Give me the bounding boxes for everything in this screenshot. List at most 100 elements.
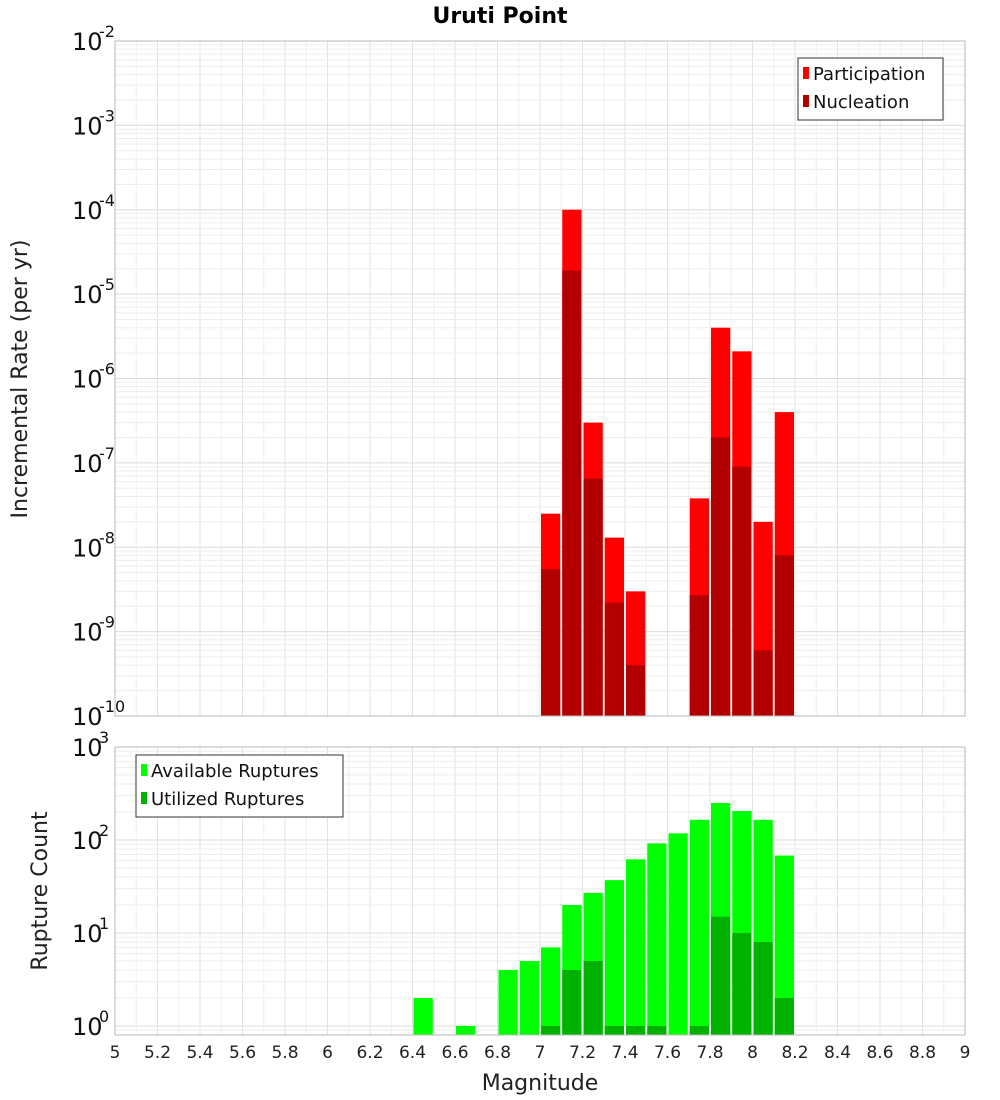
rate-y-tick-label: 10 xyxy=(72,450,103,478)
x-tick-label: 6.4 xyxy=(399,1043,426,1063)
x-tick-label: 9 xyxy=(960,1043,971,1063)
x-tick-label: 6.6 xyxy=(441,1043,468,1063)
x-tick-label: 5.6 xyxy=(229,1043,256,1063)
rate-bar xyxy=(541,569,561,716)
count-legend: Available Ruptures Utilized Ruptures xyxy=(135,754,344,818)
count-y-tick-label: 10 xyxy=(72,920,103,948)
count-bar xyxy=(732,932,752,1035)
x-tick-label: 8 xyxy=(747,1043,758,1063)
x-tick-label: 5 xyxy=(110,1043,121,1063)
bottom-y-axis-title: Rupture Count xyxy=(28,811,53,971)
x-tick-label: 8.4 xyxy=(824,1043,851,1063)
x-tick-label: 7 xyxy=(535,1043,546,1063)
count-legend-label: Available Ruptures xyxy=(151,761,319,782)
count-bar xyxy=(753,942,773,1035)
x-tick-label: 6.2 xyxy=(356,1043,383,1063)
top-y-axis-title: Incremental Rate (per yr) xyxy=(8,240,33,519)
count-bar xyxy=(626,859,646,1035)
rate-y-tick-label: 10 xyxy=(72,703,103,731)
rate-grid xyxy=(114,40,966,717)
rate-y-tick-label: 10 xyxy=(72,534,103,562)
rate-legend-label: Participation xyxy=(813,64,925,85)
x-tick-label: 7.6 xyxy=(654,1043,681,1063)
count-bar xyxy=(604,880,624,1035)
rate-bar xyxy=(774,555,794,716)
count-y-tick-exponent: 3 xyxy=(99,728,109,747)
x-tick-label: 8.8 xyxy=(909,1043,936,1063)
rate-y-tick-label: 10 xyxy=(72,619,103,647)
count-bar xyxy=(774,997,794,1035)
rate-bar xyxy=(753,650,773,716)
x-tick-label: 7.4 xyxy=(611,1043,638,1063)
count-y-tick-exponent: 2 xyxy=(99,821,109,840)
count-bar xyxy=(626,1025,646,1035)
x-tick-label: 7.2 xyxy=(569,1043,596,1063)
count-bar xyxy=(774,855,794,1035)
rate-y-tick-exponent: -10 xyxy=(99,697,125,716)
count-bar xyxy=(668,833,688,1035)
count-bar xyxy=(519,960,539,1035)
count-bar xyxy=(689,1025,709,1035)
rate-bar xyxy=(732,466,752,716)
count-y-tick-label: 10 xyxy=(72,734,103,762)
count-plot-border xyxy=(114,746,966,1036)
rate-y-tick-exponent: -3 xyxy=(99,106,115,125)
rate-y-tick-label: 10 xyxy=(72,366,103,394)
rate-legend-swatch xyxy=(803,67,809,79)
chart-title: Uruti Point xyxy=(432,4,568,29)
count-legend-box xyxy=(135,754,344,818)
rate-bar xyxy=(604,602,624,716)
count-bar xyxy=(604,1025,624,1035)
count-y-tick-label: 10 xyxy=(72,1013,103,1041)
rate-y-tick-exponent: -9 xyxy=(99,613,115,632)
rate-bar xyxy=(711,437,731,716)
count-bar xyxy=(583,960,603,1035)
rate-y-tick-exponent: -4 xyxy=(99,191,115,210)
x-axis-title: Magnitude xyxy=(482,1071,599,1096)
x-tick-label: 7.8 xyxy=(696,1043,723,1063)
rate-y-tick-exponent: -7 xyxy=(99,444,115,463)
count-bar xyxy=(456,1025,476,1035)
count-bar xyxy=(498,969,518,1035)
count-legend-label: Utilized Ruptures xyxy=(151,789,304,810)
count-y-tick-label: 10 xyxy=(72,827,103,855)
rate-y-tick-exponent: -5 xyxy=(99,275,115,294)
rate-y-tick-label: 10 xyxy=(72,28,103,56)
rate-plot-border xyxy=(114,40,966,717)
count-bar xyxy=(711,916,731,1035)
count-bar xyxy=(541,1025,561,1035)
rate-y-tick-label: 10 xyxy=(72,197,103,225)
rate-bar xyxy=(626,665,646,716)
x-tick-label: 8.2 xyxy=(781,1043,808,1063)
x-tick-label: 5.8 xyxy=(271,1043,298,1063)
rate-bar xyxy=(689,595,709,716)
x-tick-label: 6 xyxy=(322,1043,333,1063)
rate-y-tick-exponent: -6 xyxy=(99,360,115,379)
count-bar xyxy=(541,947,561,1035)
count-bar xyxy=(647,843,667,1035)
count-bar xyxy=(562,969,582,1035)
rate-legend: Participation Nucleation xyxy=(797,57,944,121)
rate-y-tick-exponent: -2 xyxy=(99,22,115,41)
x-tick-label: 6.8 xyxy=(484,1043,511,1063)
count-y-tick-exponent: 0 xyxy=(99,1007,109,1026)
rate-y-tick-exponent: -8 xyxy=(99,528,115,547)
rate-series-nucleation xyxy=(541,270,794,716)
count-legend-swatch xyxy=(141,792,147,804)
rate-bar xyxy=(562,270,582,716)
count-legend-swatch xyxy=(141,764,147,776)
rate-y-tick-label: 10 xyxy=(72,112,103,140)
count-bar xyxy=(647,1025,667,1035)
rate-legend-box xyxy=(797,57,944,121)
rate-panel: 10-1010-910-810-710-610-510-410-310-2Par… xyxy=(72,22,966,731)
count-series-utilized-ruptures xyxy=(541,916,794,1035)
count-bar xyxy=(689,819,709,1035)
rate-bar xyxy=(583,478,603,716)
count-y-tick-exponent: 1 xyxy=(99,914,109,933)
rate-y-tick-label: 10 xyxy=(72,281,103,309)
x-tick-label: 5.2 xyxy=(144,1043,171,1063)
